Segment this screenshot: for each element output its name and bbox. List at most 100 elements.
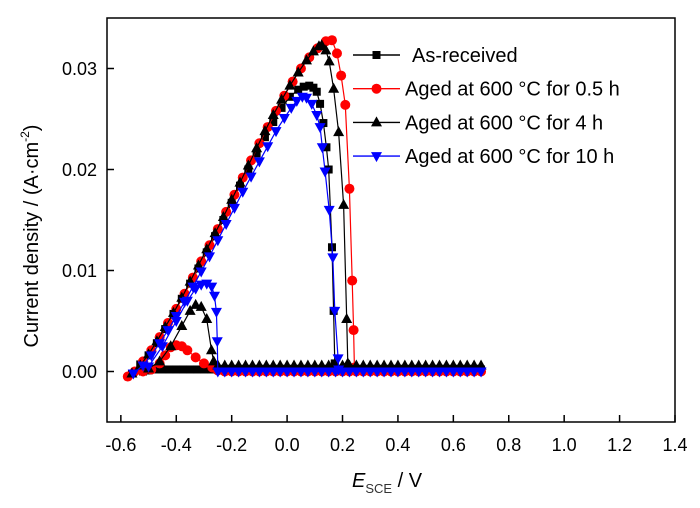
legend-item: As-received — [353, 45, 518, 67]
series-2-point — [420, 359, 432, 370]
legend-label: As-received — [412, 45, 518, 67]
series-3-point — [211, 337, 223, 348]
series-3-point — [170, 311, 182, 322]
series-3-point — [319, 167, 331, 178]
series-2-point — [226, 359, 238, 370]
legend-item: Aged at 600 °C for 10 h — [353, 146, 614, 168]
y-axis-label-superscript: -2 — [18, 131, 32, 142]
series-2-point — [288, 359, 300, 370]
series-0-point — [322, 143, 331, 152]
plot-frame — [106, 17, 676, 423]
series-2-point — [468, 359, 480, 370]
series-3-point — [447, 367, 459, 378]
series-3-point — [195, 267, 207, 278]
series-0-point — [179, 365, 188, 374]
series-3-point — [245, 172, 257, 183]
series-2-point — [190, 298, 202, 309]
series-2-point — [226, 193, 238, 204]
series-2-point — [295, 359, 307, 370]
series-2-point — [371, 359, 383, 370]
series-3-point — [343, 367, 355, 378]
series-2-point — [208, 355, 220, 366]
series-3-point — [420, 367, 432, 378]
series-3-point — [288, 367, 300, 378]
legend-label: Aged at 600 °C for 10 h — [405, 146, 614, 168]
series-3-point — [212, 236, 224, 247]
series-2-point — [260, 359, 272, 370]
series-3-point — [300, 93, 312, 104]
series-0-point — [199, 365, 208, 374]
series-2-point — [399, 359, 411, 370]
series-2-point — [284, 79, 296, 90]
legend-marker-icon — [371, 116, 382, 127]
x-axis-label-symbol: E — [352, 470, 366, 492]
series-1-point — [336, 70, 347, 81]
series-3-point — [246, 367, 258, 378]
series-2-point — [316, 39, 328, 50]
x-tick-label: -0.4 — [161, 435, 192, 455]
series-2-point — [323, 55, 335, 66]
series-0-point — [316, 99, 325, 108]
series-2-point — [413, 359, 425, 370]
legend-marker-icon — [372, 51, 381, 59]
legend-marker-icon — [371, 152, 382, 163]
series-3-point — [332, 354, 344, 365]
series-3-point — [350, 367, 362, 378]
series-2-point — [461, 359, 473, 370]
series-3-point — [454, 367, 466, 378]
series-2-point — [350, 359, 362, 370]
legend: As-received Aged at 600 °C for 0.5 h Aged … — [353, 45, 620, 168]
series-2-point — [357, 359, 369, 370]
series-2-point — [205, 344, 217, 355]
series-2-point — [274, 359, 286, 370]
series-2-point — [454, 359, 466, 370]
series-3-point — [127, 369, 139, 380]
series-2-point — [192, 259, 204, 270]
legend-label: Aged at 600 °C for 4 h — [405, 112, 603, 134]
series-2-point — [307, 45, 319, 56]
series-2-point — [154, 355, 166, 366]
series-0-point — [309, 83, 318, 92]
series-3-point — [226, 367, 238, 378]
series-0-point — [260, 133, 269, 142]
series-0-point — [294, 85, 303, 94]
series-2-point — [276, 93, 288, 104]
x-tick-label: -0.6 — [105, 435, 136, 455]
series-2-point — [447, 359, 459, 370]
series-2-point — [267, 359, 279, 370]
y-axis: 0.00 0.01 0.02 0.03 — [62, 59, 114, 382]
series-3-point — [364, 367, 376, 378]
series-2-point — [209, 227, 221, 238]
series-0-point — [158, 365, 167, 374]
series-2-point — [309, 359, 321, 370]
series-3-point — [314, 123, 326, 134]
x-tick-label: 1.0 — [552, 435, 577, 455]
series-3-point — [281, 367, 293, 378]
series-3-point — [461, 367, 473, 378]
y-axis-label: Current density / (A·cm-2) — [18, 125, 43, 348]
series-3-point — [309, 367, 321, 378]
series-3-point — [316, 367, 328, 378]
series-2-point — [440, 359, 452, 370]
series-3-point — [253, 157, 265, 168]
series-3-point — [253, 367, 265, 378]
series-3-point — [209, 291, 221, 302]
y-axis-label-main: Current density / (A·cm — [21, 142, 43, 348]
series-2-point — [427, 359, 439, 370]
series-2-point — [184, 304, 196, 315]
series-3-point — [330, 367, 342, 378]
series-3-point — [475, 367, 487, 378]
series-3-point — [385, 367, 397, 378]
y-axis-label-end: ) — [21, 125, 43, 132]
x-tick-label: -0.2 — [216, 435, 247, 455]
series-2-point — [217, 210, 229, 221]
series-2-point — [392, 359, 404, 370]
y-tick-label: 0.02 — [62, 160, 97, 180]
series-2-point — [338, 198, 350, 209]
series-0-point — [285, 92, 294, 101]
series-0-point — [299, 82, 308, 91]
series-2-point — [281, 359, 293, 370]
series-3-point — [357, 367, 369, 378]
x-tick-label: 0.2 — [330, 435, 355, 455]
